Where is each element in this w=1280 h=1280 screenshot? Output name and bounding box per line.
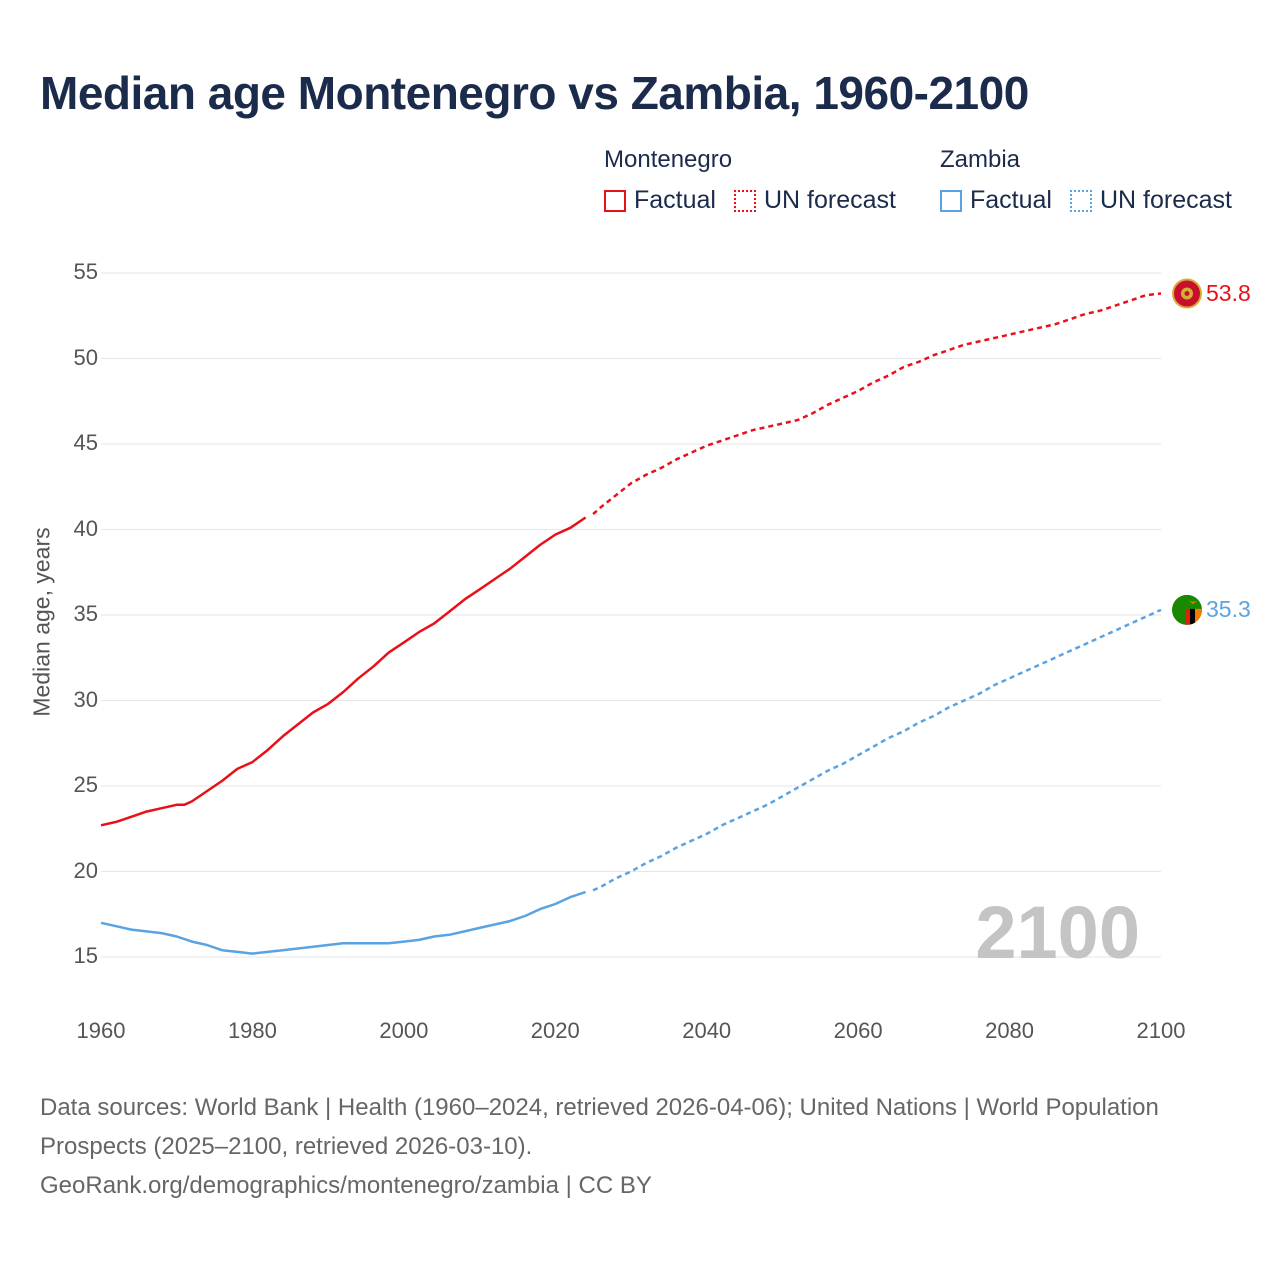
- legend-montenegro-name: Montenegro: [604, 146, 733, 173]
- legend-swatch-zambia-factual: [940, 189, 962, 212]
- legend-swatch-zambia-forecast: [1069, 189, 1092, 212]
- y-tick-label: 25: [73, 772, 98, 797]
- legend-label: UN forecast: [763, 186, 896, 214]
- legend-label: Factual: [634, 186, 716, 214]
- x-tick-label: 2060: [833, 1018, 883, 1043]
- series-lines: [100, 292, 1162, 955]
- x-tick-label: 2000: [379, 1018, 429, 1043]
- x-tick-label: 1980: [227, 1018, 277, 1043]
- legend-label: Factual: [970, 186, 1052, 214]
- legend-montenegro-forecast[interactable]: UN forecast: [733, 186, 896, 215]
- x-tick-label: 2040: [682, 1018, 732, 1043]
- legend-swatch-montenegro-factual: [604, 189, 626, 212]
- attribution: GeoRank.org/demographics/montenegro/zamb…: [40, 1172, 652, 1199]
- x-tick-label: 1960: [76, 1018, 126, 1043]
- montenegro-factual-line: [100, 516, 587, 827]
- legend-montenegro: Montenegro Factual UN forecast: [604, 146, 914, 215]
- x-tick-label: 2100: [1136, 1018, 1186, 1043]
- y-tick-label: 45: [73, 430, 98, 455]
- y-tick-label: 50: [73, 344, 98, 370]
- gridlines: [101, 272, 1161, 958]
- end-markers: [1172, 278, 1202, 625]
- y-tick-label: 55: [73, 259, 98, 284]
- x-tick-label: 2080: [985, 1018, 1035, 1043]
- legend-zambia: Zambia Factual UN forecast: [940, 146, 1250, 215]
- y-tick-label: 15: [73, 943, 98, 968]
- legend-zambia-name: Zambia: [940, 146, 1021, 173]
- y-tick-label: 20: [73, 857, 98, 883]
- zambia-forecast-line: [592, 608, 1162, 892]
- zambia-end-value: 35.3: [1206, 595, 1251, 622]
- legend-label: UN forecast: [1099, 186, 1232, 214]
- data-sources: Data sources: World Bank | Health (1960–…: [40, 1094, 1159, 1160]
- year-watermark: 2100: [975, 891, 1140, 974]
- x-tick-label: 2020: [530, 1018, 580, 1043]
- page-title: Median age Montenegro vs Zambia, 1960-21…: [40, 67, 1029, 119]
- y-tick-label: 30: [73, 686, 98, 712]
- legend-zambia-factual[interactable]: Factual: [940, 186, 1052, 215]
- zambia-factual-line: [100, 890, 586, 955]
- legend-swatch-montenegro-forecast: [733, 189, 756, 212]
- zambia-flag-icon: [1172, 594, 1202, 625]
- y-tick-label: 40: [73, 515, 98, 541]
- montenegro-forecast-line: [592, 292, 1162, 516]
- legend-montenegro-factual[interactable]: Factual: [604, 186, 716, 215]
- montenegro-flag-icon: [1172, 278, 1202, 309]
- footer: Data sources: World Bank | Health (1960–…: [40, 1088, 1240, 1205]
- legend-zambia-forecast[interactable]: UN forecast: [1069, 186, 1232, 215]
- montenegro-end-value: 53.8: [1206, 279, 1251, 306]
- y-tick-label: 35: [73, 601, 98, 626]
